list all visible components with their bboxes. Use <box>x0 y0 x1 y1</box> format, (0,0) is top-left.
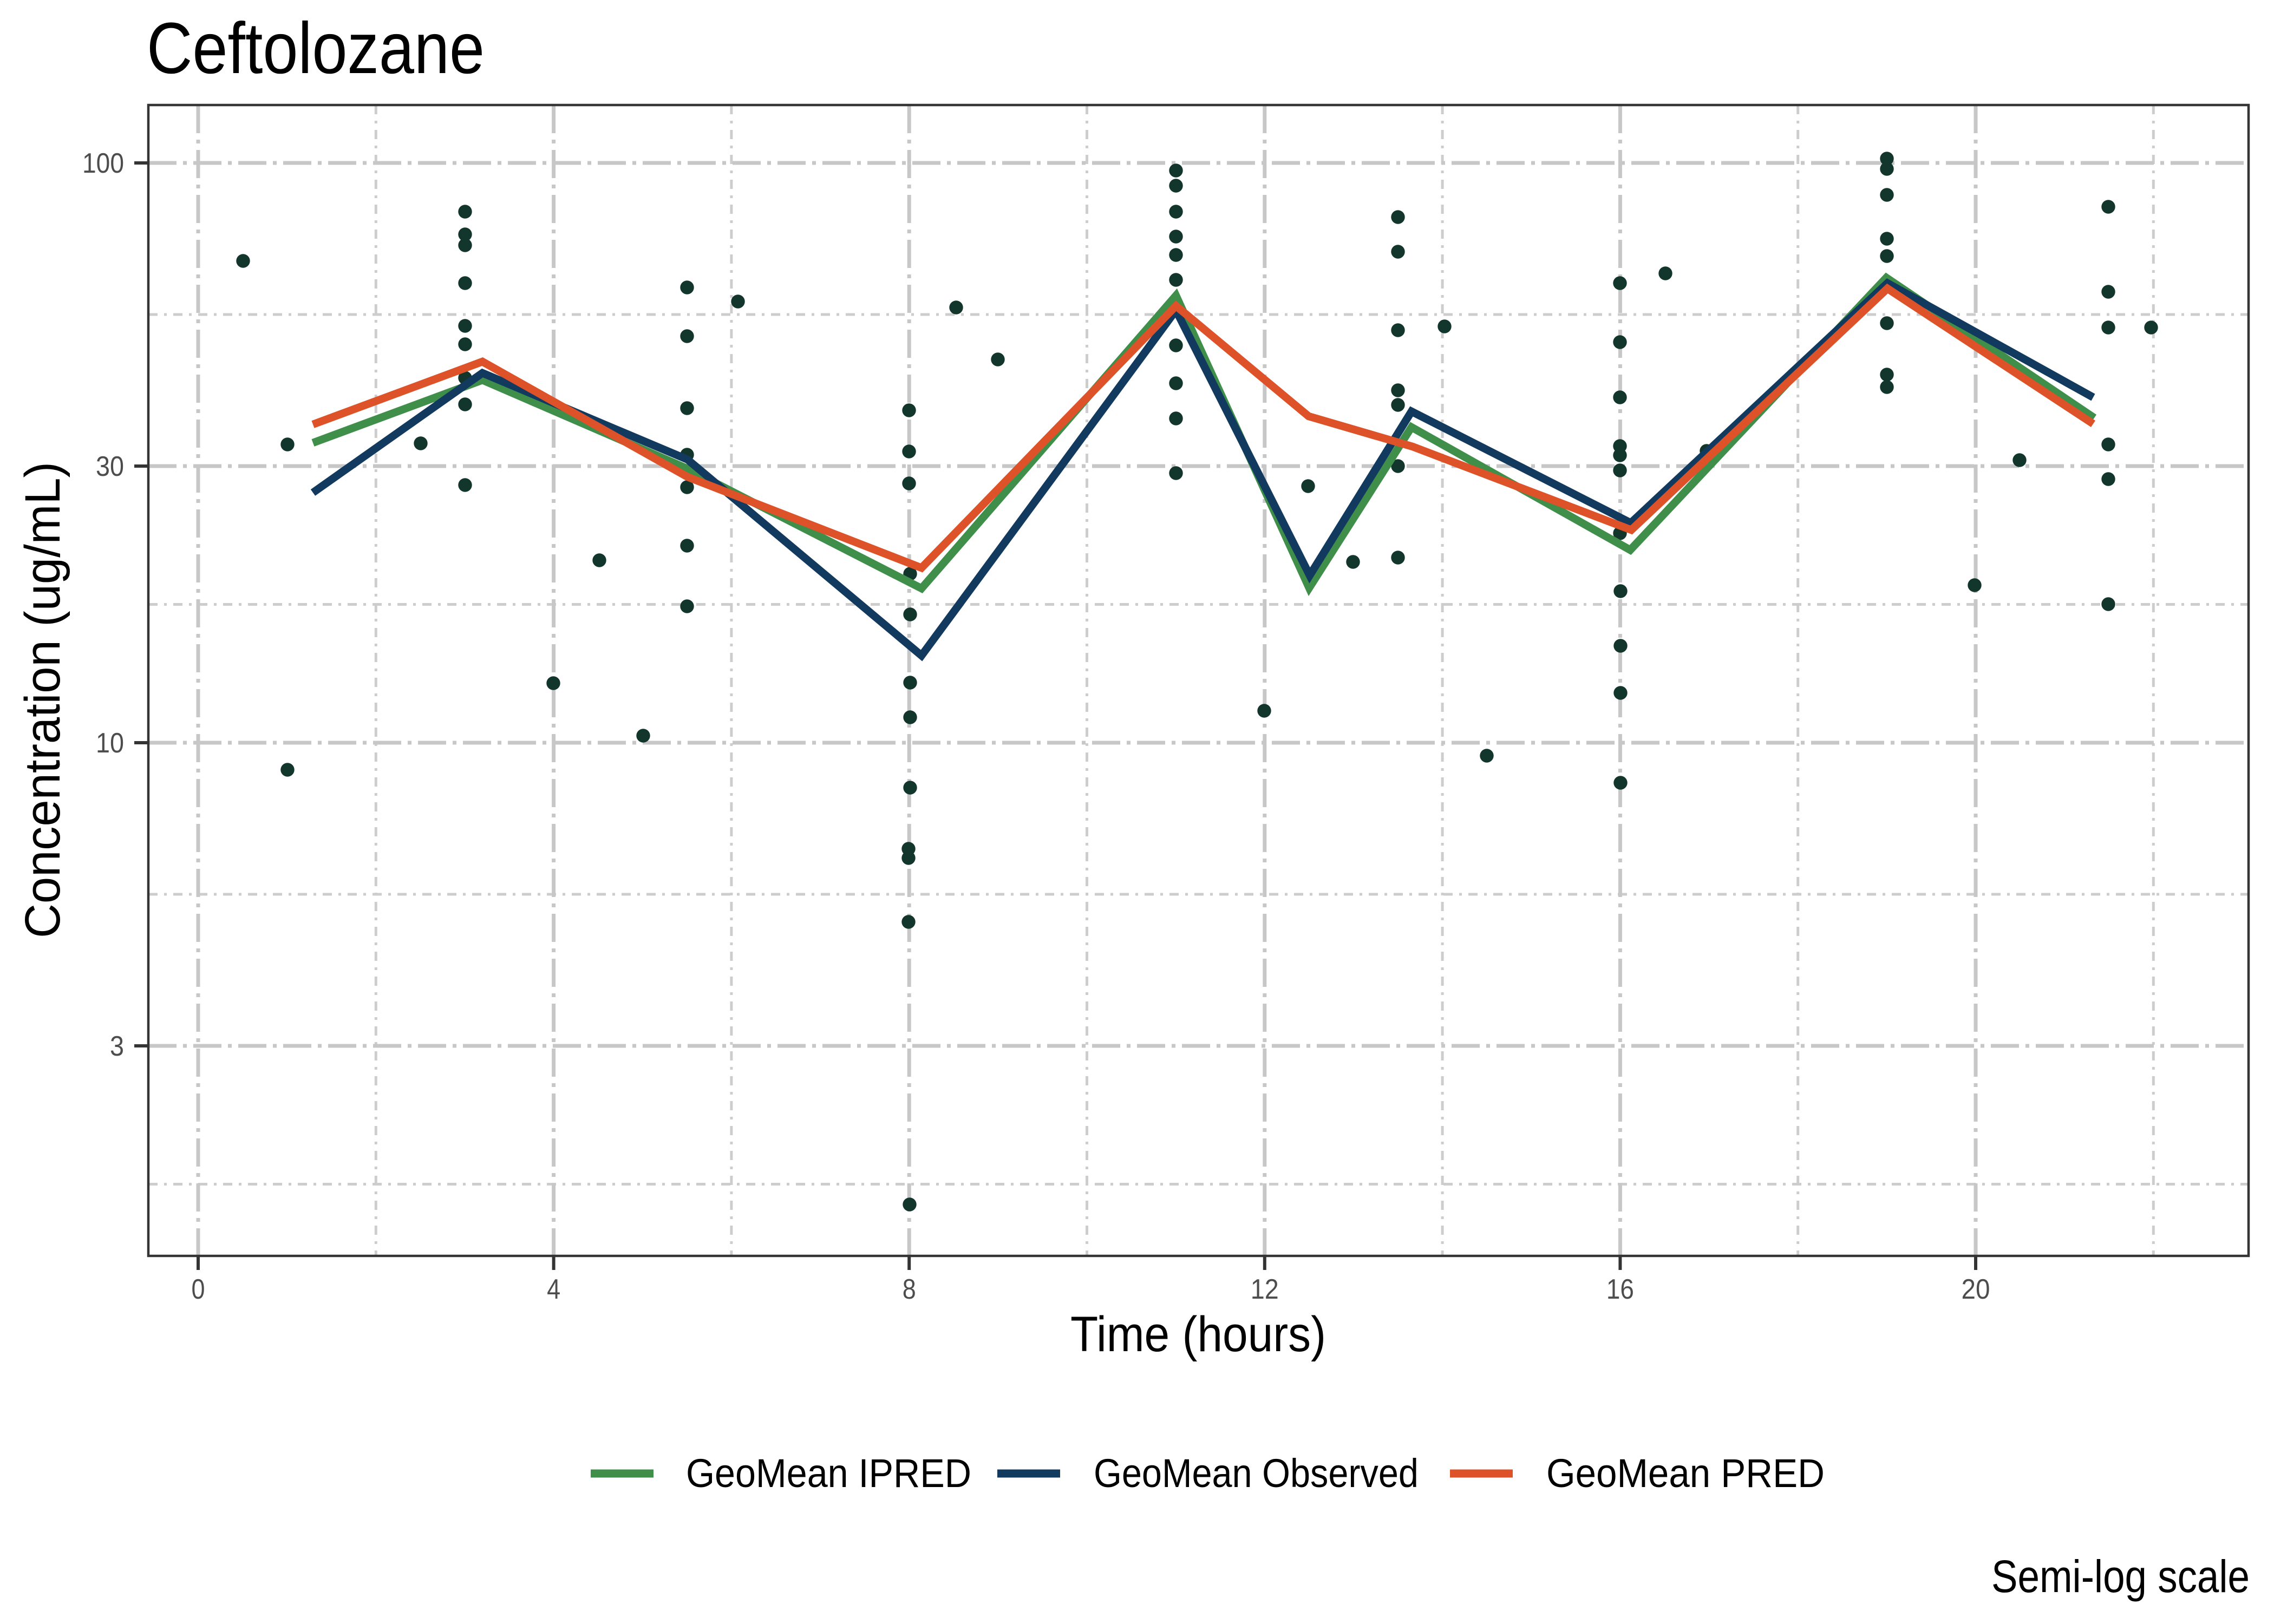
svg-text:3: 3 <box>110 1031 124 1062</box>
svg-text:Time (hours): Time (hours) <box>1070 1307 1326 1362</box>
svg-text:100: 100 <box>82 148 124 179</box>
svg-text:GeoMean PRED: GeoMean PRED <box>1546 1451 1825 1496</box>
svg-text:0: 0 <box>192 1274 205 1305</box>
svg-text:10: 10 <box>96 728 124 759</box>
svg-text:8: 8 <box>903 1274 916 1305</box>
svg-text:20: 20 <box>1962 1274 1990 1305</box>
svg-text:GeoMean IPRED: GeoMean IPRED <box>686 1451 971 1496</box>
svg-text:Ceftolozane: Ceftolozane <box>147 8 485 89</box>
svg-text:4: 4 <box>547 1274 560 1305</box>
svg-text:Semi-log scale: Semi-log scale <box>1991 1551 2250 1602</box>
svg-text:GeoMean Observed: GeoMean Observed <box>1094 1451 1419 1496</box>
svg-text:30: 30 <box>96 451 124 482</box>
svg-text:16: 16 <box>1606 1274 1634 1305</box>
svg-text:12: 12 <box>1251 1274 1279 1305</box>
svg-text:Concentration (ug/mL): Concentration (ug/mL) <box>15 462 70 938</box>
